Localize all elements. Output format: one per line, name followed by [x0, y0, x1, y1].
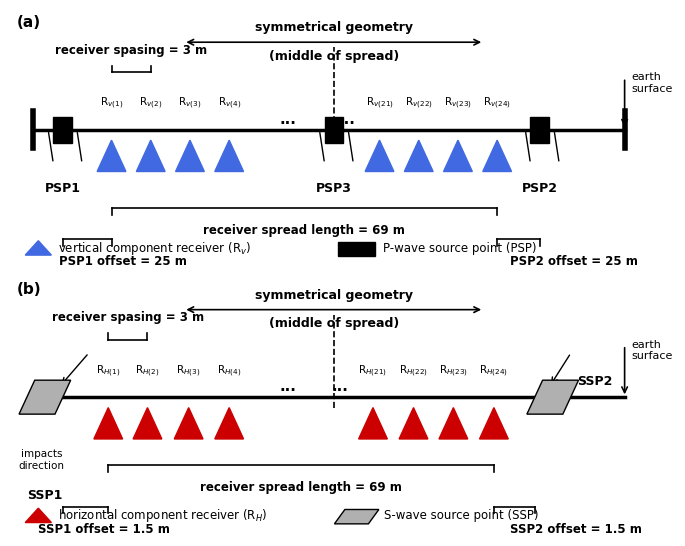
Text: R$_{v(3)}$: R$_{v(3)}$	[178, 96, 201, 111]
Text: symmetrical geometry: symmetrical geometry	[255, 289, 413, 302]
Text: R$_{v(4)}$: R$_{v(4)}$	[218, 96, 241, 111]
Text: R$_{v(22)}$: R$_{v(22)}$	[405, 96, 433, 111]
Text: (middle of spread): (middle of spread)	[269, 317, 399, 330]
Polygon shape	[527, 380, 579, 414]
Polygon shape	[136, 140, 165, 171]
Text: R$_{v(21)}$: R$_{v(21)}$	[366, 96, 393, 111]
Text: ...: ...	[332, 379, 349, 394]
Text: R$_{H(24)}$: R$_{H(24)}$	[479, 364, 508, 379]
Polygon shape	[334, 509, 379, 524]
Text: R$_{H(1)}$: R$_{H(1)}$	[96, 364, 121, 379]
Polygon shape	[404, 140, 433, 171]
Text: R$_{H(4)}$: R$_{H(4)}$	[217, 364, 241, 379]
Text: vertical component receiver (R$_{v}$): vertical component receiver (R$_{v}$)	[58, 240, 251, 257]
Polygon shape	[479, 408, 508, 439]
Polygon shape	[133, 408, 162, 439]
Polygon shape	[444, 140, 473, 171]
Text: receiver spasing = 3 m: receiver spasing = 3 m	[52, 311, 204, 324]
Text: R$_{H(2)}$: R$_{H(2)}$	[135, 364, 160, 379]
Text: R$_{v(24)}$: R$_{v(24)}$	[483, 96, 511, 111]
Text: earth
surface: earth surface	[631, 340, 673, 361]
Text: R$_{H(3)}$: R$_{H(3)}$	[177, 364, 201, 379]
Text: R$_{v(1)}$: R$_{v(1)}$	[100, 96, 123, 111]
Text: PSP1 offset = 25 m: PSP1 offset = 25 m	[59, 255, 187, 268]
Polygon shape	[215, 408, 244, 439]
Text: P-wave source point (PSP): P-wave source point (PSP)	[383, 241, 536, 254]
Polygon shape	[25, 241, 51, 255]
Text: receiver spread length = 69 m: receiver spread length = 69 m	[200, 481, 402, 494]
Text: horizontal component receiver (R$_{H}$): horizontal component receiver (R$_{H}$)	[58, 507, 267, 524]
Polygon shape	[25, 508, 51, 523]
Polygon shape	[483, 140, 512, 171]
Text: (b): (b)	[16, 282, 41, 297]
Polygon shape	[358, 408, 387, 439]
Polygon shape	[94, 408, 123, 439]
Bar	[325, 117, 343, 143]
Polygon shape	[175, 140, 204, 171]
Bar	[53, 117, 72, 143]
Text: receiver spread length = 69 m: receiver spread length = 69 m	[203, 224, 406, 237]
Text: R$_{v(23)}$: R$_{v(23)}$	[444, 96, 472, 111]
Polygon shape	[439, 408, 468, 439]
Polygon shape	[399, 408, 428, 439]
Text: R$_{H(23)}$: R$_{H(23)}$	[439, 364, 468, 379]
Text: ...: ...	[338, 112, 356, 127]
Text: SSP2 offset = 1.5 m: SSP2 offset = 1.5 m	[510, 523, 642, 536]
Polygon shape	[19, 380, 71, 414]
Text: SSP2: SSP2	[577, 375, 613, 388]
Text: earth
surface: earth surface	[631, 72, 673, 94]
Bar	[530, 117, 549, 143]
Text: ...: ...	[279, 379, 297, 394]
Text: SSP1 offset = 1.5 m: SSP1 offset = 1.5 m	[38, 523, 170, 536]
Text: PSP1: PSP1	[45, 182, 81, 195]
Text: PSP2 offset = 25 m: PSP2 offset = 25 m	[510, 255, 638, 268]
Polygon shape	[174, 408, 203, 439]
Text: R$_{H(22)}$: R$_{H(22)}$	[399, 364, 428, 379]
Text: R$_{H(21)}$: R$_{H(21)}$	[358, 364, 388, 379]
Text: symmetrical geometry: symmetrical geometry	[255, 21, 413, 34]
Text: receiver spasing = 3 m: receiver spasing = 3 m	[55, 44, 207, 57]
Polygon shape	[365, 140, 394, 171]
Text: impacts
direction: impacts direction	[18, 449, 64, 471]
Text: (a): (a)	[16, 15, 41, 30]
Text: R$_{v(2)}$: R$_{v(2)}$	[139, 96, 162, 111]
Polygon shape	[215, 140, 244, 171]
Text: (middle of spread): (middle of spread)	[269, 50, 399, 63]
Bar	[338, 242, 375, 257]
Text: S-wave source point (SSP): S-wave source point (SSP)	[384, 509, 538, 522]
Polygon shape	[97, 140, 126, 171]
Text: SSP1: SSP1	[27, 489, 62, 502]
Text: PSP2: PSP2	[522, 182, 558, 195]
Text: ...: ...	[279, 112, 297, 127]
Text: PSP3: PSP3	[316, 182, 351, 195]
